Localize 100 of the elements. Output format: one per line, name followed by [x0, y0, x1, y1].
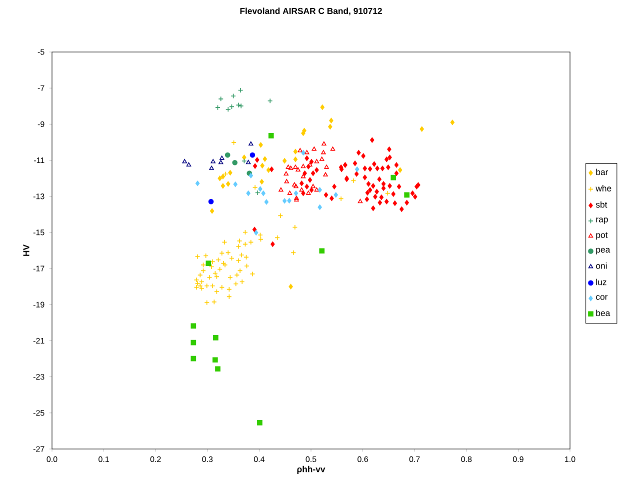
point: [220, 156, 224, 160]
legend-label: whe: [596, 185, 612, 192]
point: [254, 230, 258, 236]
point: [258, 232, 263, 238]
point: [310, 184, 316, 188]
point: [190, 323, 196, 329]
point: [219, 250, 225, 256]
point: [222, 171, 228, 177]
point: [224, 152, 230, 158]
point: [261, 190, 266, 196]
point: [312, 146, 316, 151]
point: [314, 159, 320, 164]
point: [199, 286, 204, 292]
point: [314, 187, 320, 192]
point: [218, 160, 224, 164]
point: [226, 294, 232, 300]
point: [323, 172, 328, 176]
point: [236, 244, 242, 250]
x-tick-label: 0.9: [512, 456, 524, 462]
point: [222, 240, 228, 245]
point: [194, 254, 200, 260]
point: [293, 148, 298, 154]
point: [298, 148, 302, 152]
point: [257, 420, 262, 426]
point: [219, 284, 225, 290]
point: [212, 270, 218, 276]
legend-label: pot: [596, 232, 608, 240]
point: [318, 204, 322, 210]
y-tick-label: -13: [33, 194, 44, 200]
point: [260, 163, 264, 168]
point: [228, 170, 232, 176]
point: [250, 152, 256, 158]
point: [268, 133, 274, 138]
point: [194, 277, 200, 283]
point: [246, 160, 251, 164]
y-tick-label: -21: [33, 338, 44, 344]
point: [212, 357, 218, 363]
point: [242, 154, 246, 160]
point: [208, 198, 214, 204]
point: [210, 208, 214, 214]
point: [238, 88, 244, 93]
x-axis-title: ρhh-vv: [297, 466, 326, 474]
y-tick-label: -11: [34, 158, 44, 164]
point: [237, 268, 243, 274]
point: [287, 190, 292, 195]
point: [206, 260, 212, 266]
point: [306, 190, 311, 195]
point: [304, 150, 310, 154]
point: [232, 160, 238, 166]
point: [254, 190, 260, 196]
legend-label: oni: [596, 262, 607, 269]
point: [211, 299, 217, 305]
point: [216, 257, 221, 263]
point: [218, 176, 222, 181]
point: [226, 181, 230, 187]
y-tick-label: -9: [38, 121, 44, 128]
y-tick-label: -15: [33, 230, 44, 236]
point: [294, 197, 299, 202]
point: [194, 280, 200, 286]
point: [239, 279, 245, 284]
point: [350, 178, 356, 184]
point: [248, 172, 254, 178]
point: [293, 164, 298, 169]
point: [229, 256, 234, 261]
point: [203, 253, 209, 258]
point: [260, 179, 264, 184]
point: [230, 93, 236, 99]
point: [234, 272, 240, 278]
point: [242, 158, 247, 164]
point: [246, 190, 250, 196]
y-tick-label: -27: [33, 446, 44, 452]
y-tick-label: -19: [33, 302, 44, 308]
x-tick-label: 0.1: [98, 456, 109, 462]
point: [250, 271, 256, 277]
point: [233, 281, 239, 287]
point: [398, 167, 402, 173]
point: [328, 124, 332, 130]
y-tick-label: -7: [38, 85, 44, 91]
legend-label: luz: [596, 278, 606, 286]
point: [200, 268, 206, 274]
point: [214, 274, 220, 280]
point: [208, 264, 214, 270]
x-tick-label: 0.2: [150, 456, 161, 462]
point: [238, 103, 244, 109]
point: [278, 213, 284, 218]
point: [229, 104, 234, 110]
y-tick-label: -17: [33, 266, 44, 272]
point: [206, 274, 212, 280]
point: [334, 192, 338, 198]
point: [210, 283, 216, 289]
point: [284, 171, 289, 176]
point: [385, 190, 390, 196]
legend-label: sbt: [596, 201, 608, 208]
point: [267, 98, 273, 104]
point: [264, 199, 269, 205]
point: [217, 266, 222, 272]
point: [220, 174, 226, 180]
x-tick-label: 0.7: [409, 456, 420, 462]
point: [324, 164, 329, 169]
point: [190, 356, 196, 362]
